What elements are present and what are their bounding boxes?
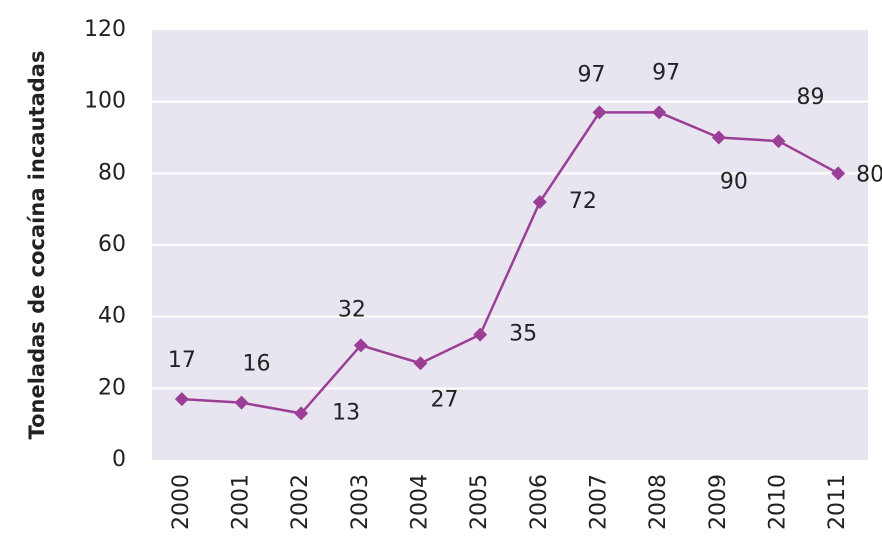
marker <box>413 356 428 371</box>
x-tick-label: 2004 <box>408 474 433 530</box>
y-tick-label: 120 <box>84 17 126 42</box>
data-label: 97 <box>652 60 680 85</box>
y-tick-label: 60 <box>98 232 126 257</box>
x-tick-label: 2000 <box>169 474 194 530</box>
data-label: 32 <box>338 297 366 322</box>
data-label: 16 <box>243 352 271 377</box>
x-tick-label: 2008 <box>646 474 671 530</box>
y-tick-label: 40 <box>98 304 126 329</box>
marker <box>652 105 667 120</box>
marker <box>592 105 607 120</box>
data-label: 13 <box>332 400 360 425</box>
x-tick-label: 2007 <box>587 474 612 530</box>
x-tick-label: 2005 <box>467 474 492 530</box>
x-tick-label: 2011 <box>825 474 850 530</box>
marker <box>234 395 249 410</box>
data-label: 35 <box>509 322 537 347</box>
marker <box>294 406 309 421</box>
x-tick-label: 2006 <box>527 474 552 530</box>
data-label: 72 <box>569 189 597 214</box>
y-tick-label: 20 <box>98 375 126 400</box>
marker <box>771 134 786 149</box>
x-tick-label: 2001 <box>229 474 254 530</box>
marker <box>711 130 726 145</box>
y-tick-label: 80 <box>98 160 126 185</box>
data-label: 17 <box>168 348 196 373</box>
marker <box>174 392 189 407</box>
data-label: 89 <box>797 85 825 110</box>
x-tick-label: 2002 <box>288 474 313 530</box>
marker <box>532 195 547 209</box>
x-tick-label: 2010 <box>766 474 791 530</box>
data-label: 27 <box>431 387 459 412</box>
data-label: 97 <box>578 62 606 87</box>
x-tick-label: 2009 <box>706 474 731 530</box>
x-tick-label: 2003 <box>348 474 373 530</box>
data-label: 90 <box>720 170 748 195</box>
line <box>181 111 839 415</box>
data-label: 80 <box>856 162 882 187</box>
marker <box>831 166 846 181</box>
y-tick-label: 100 <box>84 89 126 114</box>
marker <box>353 338 368 353</box>
marker <box>473 327 488 342</box>
y-tick-label: 0 <box>112 447 126 472</box>
y-axis-title: Toneladas de cocaína incautadas <box>25 51 49 440</box>
